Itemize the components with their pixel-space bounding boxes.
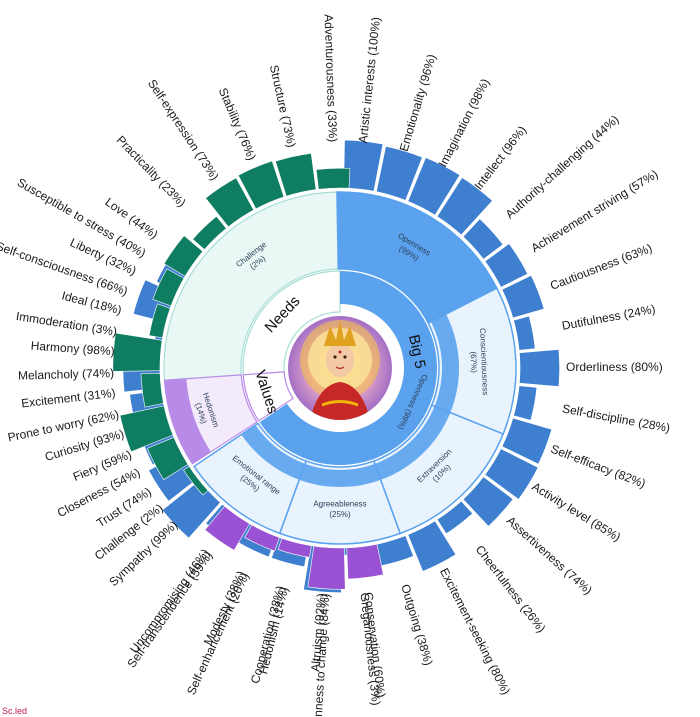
big5-category-band-extraversion	[374, 406, 451, 480]
label-needs-excitement: Excitement (31%)	[20, 386, 116, 411]
label-big5-cheerfulness: Cheerfulness (26%)	[473, 543, 549, 636]
bar-big5-emotionality	[375, 145, 423, 201]
bar-needs-structure	[275, 152, 317, 197]
bar-needs-curiosity	[119, 405, 174, 453]
label-big5-emotionality: Emotionality (96%)	[397, 53, 439, 154]
bar-needs-challenge	[183, 466, 209, 496]
big5-category-openness	[336, 191, 498, 325]
label-big5-immoderation: Immoderation (3%)	[15, 309, 118, 339]
values-fill-arc	[164, 378, 211, 464]
bar-big5-artistic-interests	[343, 139, 384, 192]
label-big5-self-discipline: Self-discipline (28%)	[561, 401, 671, 435]
label-big5-imagination: Imagination (98%)	[436, 76, 493, 169]
bar-big5-cheerfulness	[436, 500, 474, 535]
bar-values-self-enhancement	[244, 524, 280, 552]
bar-needs-stability	[237, 160, 285, 210]
values-inner-ring	[242, 371, 294, 422]
bar-values-hedonism	[277, 537, 312, 558]
label-needs-adventurousness: Adventurousness (33%)	[321, 14, 339, 142]
big5-inner-ring	[259, 271, 437, 465]
bar-needs-self-expression	[205, 177, 255, 228]
label-big5-dutifulness: Dutifulness (24%)	[561, 302, 657, 333]
label-values-self-enhancement: Self-enhancement (20%)	[184, 570, 252, 697]
bar-big5-authority-challenging	[462, 218, 504, 260]
trait-bars-layer	[112, 139, 560, 593]
bar-big5-dutifulness	[513, 315, 536, 351]
label-big5-melancholy: Melancholy (74%)	[18, 366, 114, 383]
bar-big5-assertiveness	[462, 476, 514, 527]
bar-values-conservation	[346, 543, 384, 580]
bar-big5-self-discipline	[513, 385, 538, 421]
bar-needs-love	[163, 235, 204, 277]
rings-layer: Emotional range(25%)Agreeableness (25%)Ex…	[163, 191, 517, 545]
bar-needs-adventurousness	[315, 167, 351, 190]
bar-needs-liberty	[152, 268, 185, 307]
bar-values-self-transcendence	[204, 505, 251, 551]
label-needs-structure: Structure (73%)	[267, 64, 299, 149]
label-big5-altruism: Altruism (92%)	[308, 593, 328, 673]
bar-needs-practicality	[192, 215, 227, 250]
bar-big5-cautiousness	[501, 274, 545, 319]
bar-big5-imagination	[407, 157, 461, 216]
group-label-big5: Big 5	[405, 333, 429, 370]
label-needs-stability: Stability (76%)	[216, 86, 259, 163]
big5-category-band-agreeableness	[299, 463, 381, 487]
big5-category-extraversion	[372, 404, 505, 535]
crown-shape	[324, 320, 356, 346]
bar-big5-achievement-striving	[484, 243, 529, 288]
bar-needs-ideal	[148, 303, 171, 339]
label-big5-intellect: Intellect (96%)	[471, 123, 529, 192]
label-big5-self-efficacy: Self-efficacy (82%)	[549, 442, 648, 491]
bar-big5-orderliness	[519, 349, 560, 387]
label-big5-activity-level: Activity level (85%)	[529, 479, 623, 544]
label-big5-artistic-interests: Artistic interests (100%)	[356, 16, 383, 143]
bar-big5-outgoing	[375, 535, 414, 567]
bar-values-openness-to-change	[307, 545, 346, 590]
bar-big5-self-efficacy	[501, 417, 553, 465]
big5-category-band-conscientiousness	[430, 313, 460, 413]
bar-needs-excitement	[140, 372, 164, 408]
bar-big5-intellect	[436, 177, 493, 236]
label-needs-practicality: Practicality (23%)	[114, 133, 189, 210]
category-label-agreeableness: Agreeableness (25%)	[313, 499, 366, 518]
category-label-conscientiousness: Conscientiousness(67%)	[468, 328, 490, 396]
label-big5-cautiousness: Cautiousness (63%)	[548, 241, 654, 293]
label-needs-harmony: Harmony (98%)	[30, 339, 115, 359]
needs-inner-ring	[242, 270, 341, 376]
label-big5-outgoing: Outgoing (38%)	[398, 582, 435, 667]
face-shape	[326, 343, 354, 377]
big5-category-band-emotional-range	[241, 425, 306, 480]
bar-needs-harmony	[112, 332, 163, 372]
bar-big5-activity-level	[484, 448, 539, 500]
center-avatar	[288, 316, 392, 420]
footnote-text: Sc.led	[2, 706, 28, 716]
bar-needs-closeness	[147, 436, 189, 481]
bar-big5-excitement-seeking	[407, 520, 457, 572]
needs-category-ring	[163, 191, 341, 381]
label-big5-orderliness: Orderliness (80%)	[566, 360, 663, 374]
